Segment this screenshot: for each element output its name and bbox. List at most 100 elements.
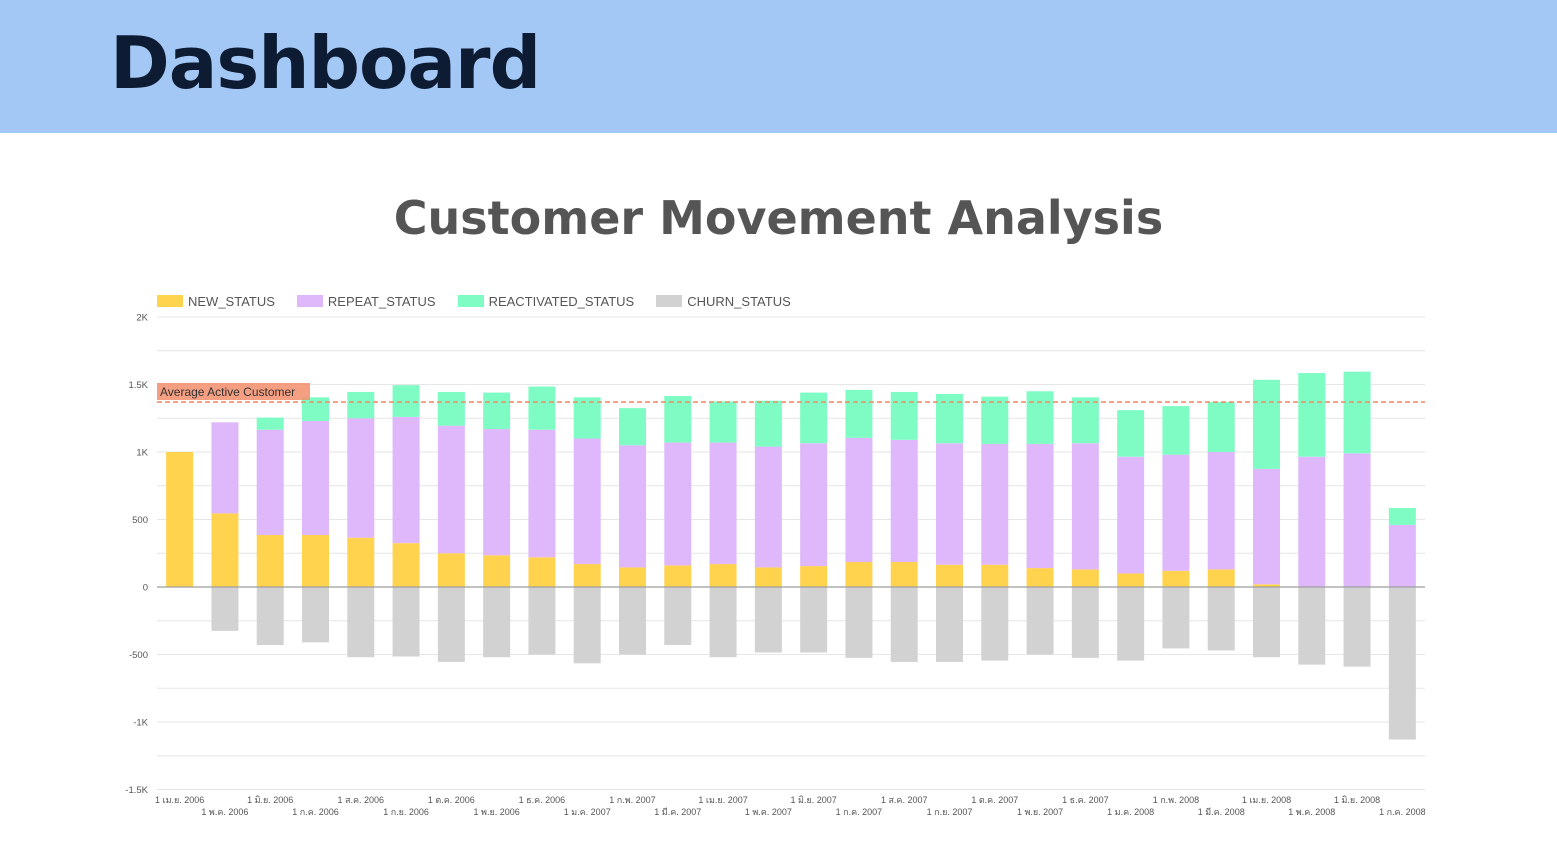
bar-segment (302, 535, 329, 587)
bar-segment (1253, 587, 1280, 658)
x-tick-label: 1 ก.ค. 2008 (1379, 807, 1426, 817)
bar-segment (1071, 569, 1099, 587)
legend-item-reactivated[interactable]: REACTIVATED_STATUS (457, 293, 635, 309)
x-tick-label: 1 พ.ค. 2008 (1288, 807, 1335, 817)
bar-segment (981, 564, 1009, 587)
bar-segment (1253, 468, 1280, 585)
bar-segment (1298, 587, 1326, 665)
x-tick-label: 1 ก.ค. 2006 (292, 807, 339, 817)
y-tick-label: 2K (136, 313, 148, 324)
bar-segment (211, 513, 239, 587)
bar-segment (483, 555, 511, 587)
bar-segment (800, 392, 828, 444)
bar-segment (573, 397, 601, 439)
bar-segment (302, 397, 329, 421)
bar-segment (1071, 587, 1099, 658)
x-tick-label: 1 มี.ค. 2008 (1198, 807, 1245, 817)
x-tick-label: 1 ส.ค. 2007 (881, 795, 928, 805)
x-tick-label: 1 พ.ย. 2006 (474, 807, 520, 817)
bar-segment (936, 443, 963, 565)
bar-segment (573, 564, 601, 587)
bar-segment (347, 391, 375, 419)
bar-segment (619, 567, 646, 587)
y-tick-label: 1.5K (128, 380, 148, 391)
bar-segment (1071, 397, 1099, 444)
bar-segment (528, 557, 556, 587)
x-tick-label: 1 เม.ย. 2006 (155, 795, 204, 805)
legend-label-reactivated: REACTIVATED_STATUS (488, 293, 635, 309)
bar-segment (302, 587, 329, 643)
legend-swatch-new (157, 295, 183, 307)
legend-item-churn[interactable]: CHURN_STATUS (656, 294, 791, 309)
bar-segment (1388, 524, 1416, 587)
bar-segment (528, 386, 556, 430)
bar-segment (256, 417, 284, 430)
bar-segment (1162, 454, 1190, 571)
bar-segment (1207, 402, 1235, 452)
bar-segment (890, 439, 918, 563)
bar-segment (709, 401, 737, 443)
bar-segment (754, 587, 782, 653)
bar-segment (211, 587, 239, 631)
bar-segment (1117, 573, 1145, 587)
x-tick-label: 1 ธ.ค. 2006 (519, 795, 566, 805)
bar-segment (1343, 587, 1371, 667)
bar-segment (890, 391, 918, 440)
bar-segment (1253, 379, 1280, 469)
bar-segment (709, 442, 737, 565)
bar-segment (845, 587, 873, 658)
bar-segment (256, 429, 284, 536)
bar-segment (392, 416, 420, 544)
legend-swatch-repeat (296, 295, 323, 307)
bar-segment (302, 420, 329, 536)
bar-segment (1026, 391, 1054, 444)
x-tick-label: 1 มิ.ย. 2006 (247, 795, 293, 805)
bar-segment (709, 587, 737, 658)
bar-segment (981, 396, 1009, 444)
legend-item-new[interactable]: NEW_STATUS (157, 294, 275, 309)
chart-title: Customer Movement Analysis (393, 191, 1164, 245)
x-tick-label: 1 ส.ค. 2006 (338, 795, 385, 805)
bar-segment (1026, 587, 1054, 655)
legend-swatch-reactivated (457, 295, 484, 307)
bar-segment (800, 566, 828, 587)
x-tick-label: 1 ก.พ. 2008 (1153, 795, 1199, 805)
bar-segment (528, 429, 556, 558)
bar-segment (1162, 587, 1190, 649)
bar-segment (256, 587, 284, 646)
bar-segment (981, 443, 1009, 565)
page-title: Dashboard (110, 21, 541, 105)
bar-segment (1071, 443, 1099, 570)
bar-segment (437, 587, 465, 662)
bar-segment (800, 443, 828, 567)
bar-segment (1207, 452, 1235, 570)
bar-segment (1162, 406, 1190, 455)
x-tick-label: 1 มิ.ย. 2007 (791, 795, 837, 805)
x-tick-label: 1 เม.ย. 2007 (698, 795, 747, 805)
bar-segment (890, 562, 918, 587)
bar-segment (347, 418, 375, 538)
bar-segment (754, 446, 782, 568)
bar-segment (664, 395, 692, 443)
bar-segment (437, 553, 465, 587)
bar-segment (1026, 443, 1054, 569)
bar-segment (1343, 371, 1371, 454)
bar-segment (1298, 456, 1326, 587)
legend-item-repeat[interactable]: REPEAT_STATUS (296, 294, 436, 309)
average-line-label: Average Active Customer (160, 385, 295, 399)
bar-segment (664, 565, 692, 587)
bar-segment (483, 429, 511, 556)
bar-segment (1298, 373, 1326, 457)
y-tick-label: 500 (132, 515, 148, 526)
x-tick-label: 1 มี.ค. 2007 (654, 807, 701, 817)
bar-segment (800, 587, 828, 653)
bar-segment (709, 564, 737, 587)
bar-segment (1388, 587, 1416, 740)
bar-segment (437, 425, 465, 554)
x-tick-label: 1 ม.ค. 2007 (564, 807, 611, 817)
bar-segment (392, 543, 420, 587)
x-tick-label: 1 พ.ค. 2006 (201, 807, 248, 817)
bar-segment (1388, 508, 1416, 525)
x-tick-label: 1 ก.ย. 2007 (927, 807, 973, 817)
